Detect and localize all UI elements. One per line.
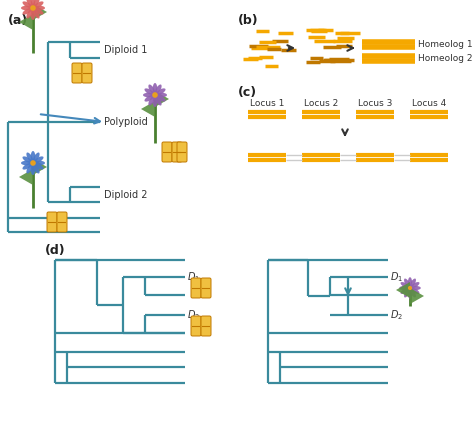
Ellipse shape	[22, 156, 32, 163]
Ellipse shape	[31, 164, 35, 175]
Polygon shape	[155, 91, 169, 107]
Text: Homeolog 1: Homeolog 1	[418, 40, 473, 49]
Text: Polyploid: Polyploid	[104, 117, 148, 127]
Circle shape	[408, 286, 412, 290]
Ellipse shape	[27, 9, 33, 19]
Text: $D_2$: $D_2$	[390, 308, 403, 322]
Text: Diploid 2: Diploid 2	[104, 189, 147, 200]
Ellipse shape	[34, 8, 44, 15]
Ellipse shape	[404, 279, 410, 288]
Text: $D_1$: $D_1$	[187, 270, 200, 284]
Ellipse shape	[410, 282, 419, 288]
Circle shape	[30, 160, 36, 166]
Ellipse shape	[401, 288, 410, 294]
Text: Homeolog 2: Homeolog 2	[418, 54, 473, 63]
Text: $D_1$: $D_1$	[390, 270, 403, 284]
Ellipse shape	[153, 96, 157, 107]
Ellipse shape	[410, 288, 419, 294]
FancyBboxPatch shape	[177, 142, 187, 162]
Ellipse shape	[31, 151, 35, 162]
FancyBboxPatch shape	[72, 63, 82, 83]
Ellipse shape	[33, 164, 40, 173]
Ellipse shape	[155, 85, 162, 94]
FancyBboxPatch shape	[201, 278, 211, 298]
Ellipse shape	[22, 1, 32, 8]
Text: (b): (b)	[238, 14, 259, 27]
Polygon shape	[33, 159, 47, 175]
Ellipse shape	[408, 277, 412, 287]
Text: Locus 3: Locus 3	[358, 99, 392, 108]
Text: Locus 2: Locus 2	[304, 99, 338, 108]
Ellipse shape	[34, 163, 44, 170]
Text: Locus 4: Locus 4	[412, 99, 446, 108]
Text: Locus 1: Locus 1	[250, 99, 284, 108]
Ellipse shape	[27, 0, 33, 7]
FancyBboxPatch shape	[57, 212, 67, 232]
Ellipse shape	[33, 152, 40, 162]
Ellipse shape	[27, 164, 33, 173]
Ellipse shape	[143, 93, 154, 97]
Ellipse shape	[156, 88, 165, 95]
Ellipse shape	[156, 95, 165, 101]
Ellipse shape	[148, 85, 155, 94]
FancyBboxPatch shape	[191, 316, 201, 336]
Ellipse shape	[410, 289, 416, 298]
FancyBboxPatch shape	[47, 212, 57, 232]
Ellipse shape	[22, 8, 32, 15]
Polygon shape	[141, 101, 155, 117]
Polygon shape	[396, 282, 410, 298]
Ellipse shape	[399, 286, 409, 290]
Text: $D_2$: $D_2$	[187, 308, 200, 322]
Ellipse shape	[153, 83, 157, 94]
Ellipse shape	[401, 282, 410, 288]
Ellipse shape	[408, 289, 412, 299]
Ellipse shape	[145, 95, 154, 101]
Circle shape	[152, 92, 158, 98]
Ellipse shape	[156, 93, 167, 97]
FancyBboxPatch shape	[82, 63, 92, 83]
Ellipse shape	[145, 88, 154, 95]
Ellipse shape	[22, 163, 32, 170]
Ellipse shape	[31, 9, 35, 20]
Ellipse shape	[27, 152, 33, 162]
Text: Diploid 1: Diploid 1	[104, 45, 147, 55]
FancyBboxPatch shape	[201, 316, 211, 336]
FancyBboxPatch shape	[172, 142, 182, 162]
Ellipse shape	[404, 289, 410, 298]
Ellipse shape	[155, 96, 162, 106]
FancyBboxPatch shape	[191, 278, 201, 298]
Polygon shape	[33, 4, 47, 20]
Ellipse shape	[33, 0, 40, 7]
Ellipse shape	[21, 6, 32, 10]
Ellipse shape	[411, 286, 421, 290]
Ellipse shape	[148, 96, 155, 106]
Text: (a): (a)	[8, 14, 28, 27]
Ellipse shape	[34, 6, 45, 10]
Text: (d): (d)	[45, 244, 65, 257]
Ellipse shape	[33, 9, 40, 19]
Ellipse shape	[34, 1, 44, 8]
Ellipse shape	[410, 279, 416, 288]
Ellipse shape	[31, 0, 35, 7]
Ellipse shape	[34, 161, 45, 165]
Circle shape	[30, 5, 36, 11]
Polygon shape	[19, 169, 33, 185]
Text: (c): (c)	[238, 86, 257, 99]
Ellipse shape	[34, 156, 44, 163]
Polygon shape	[410, 288, 424, 304]
Ellipse shape	[21, 161, 32, 165]
FancyBboxPatch shape	[162, 142, 172, 162]
Polygon shape	[19, 14, 33, 30]
